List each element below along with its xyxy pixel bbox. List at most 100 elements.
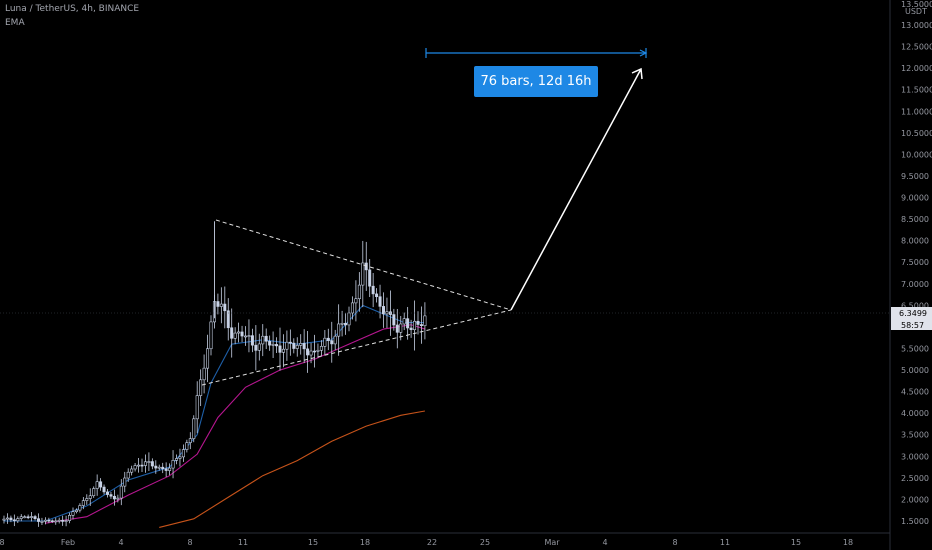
candle-body[interactable] <box>185 442 189 450</box>
candle-body[interactable] <box>57 519 61 522</box>
candle-body[interactable] <box>2 518 6 521</box>
candle-body[interactable] <box>140 464 144 467</box>
candle-body[interactable] <box>137 464 141 467</box>
ema-slow-line[interactable] <box>159 410 425 529</box>
candle-body[interactable] <box>130 468 134 473</box>
candle-body[interactable] <box>36 518 40 522</box>
candle-body[interactable] <box>43 519 47 522</box>
candle-body[interactable] <box>247 335 251 337</box>
candle-body[interactable] <box>275 344 279 347</box>
candle-body[interactable] <box>316 349 320 352</box>
candle-body[interactable] <box>112 495 116 500</box>
candle-body[interactable] <box>175 458 179 461</box>
candle-body[interactable] <box>16 518 20 522</box>
candle-body[interactable] <box>340 322 344 325</box>
candle-body[interactable] <box>306 348 310 356</box>
candle-body[interactable] <box>133 465 137 470</box>
candle-body[interactable] <box>261 335 265 345</box>
candle-body[interactable] <box>126 471 130 479</box>
candle-body[interactable] <box>299 343 303 346</box>
candle-body[interactable] <box>309 350 313 356</box>
candle-body[interactable] <box>150 461 154 467</box>
candle-body[interactable] <box>357 284 361 300</box>
candle-body[interactable] <box>395 324 399 333</box>
candle-body[interactable] <box>226 310 230 329</box>
candle-body[interactable] <box>109 494 113 497</box>
candle-body[interactable] <box>364 262 368 271</box>
candle-body[interactable] <box>47 519 51 522</box>
candle-body[interactable] <box>195 395 199 420</box>
candle-body[interactable] <box>88 495 92 499</box>
candle-body[interactable] <box>385 311 389 315</box>
candle-body[interactable] <box>12 519 16 522</box>
ema-fast-line[interactable] <box>4 304 425 522</box>
candle-body[interactable] <box>350 302 354 314</box>
candle-body[interactable] <box>244 335 248 338</box>
candle-body[interactable] <box>337 323 341 337</box>
candle-body[interactable] <box>257 343 261 351</box>
candle-body[interactable] <box>326 337 330 341</box>
candle-body[interactable] <box>95 481 99 489</box>
candle-body[interactable] <box>119 485 123 499</box>
triangle-lower-line[interactable] <box>201 309 512 386</box>
candle-body[interactable] <box>68 515 72 521</box>
candle-body[interactable] <box>375 293 379 298</box>
candle-body[interactable] <box>361 262 365 286</box>
candle-body[interactable] <box>206 348 210 369</box>
candle-body[interactable] <box>281 348 285 353</box>
candle-body[interactable] <box>240 331 244 337</box>
candle-body[interactable] <box>40 521 44 523</box>
candle-body[interactable] <box>419 324 423 327</box>
candle-body[interactable] <box>123 477 127 487</box>
projection-arrow[interactable] <box>510 68 642 311</box>
candle-body[interactable] <box>381 306 385 315</box>
candle-body[interactable] <box>409 327 413 331</box>
candle-body[interactable] <box>143 461 147 466</box>
candle-body[interactable] <box>64 520 68 522</box>
candle-body[interactable] <box>209 321 213 350</box>
candle-body[interactable] <box>295 345 299 349</box>
candle-body[interactable] <box>85 498 89 501</box>
candle-body[interactable] <box>268 340 272 346</box>
candle-body[interactable] <box>330 340 334 345</box>
candle-body[interactable] <box>354 298 358 304</box>
candle-body[interactable] <box>302 343 306 350</box>
candle-body[interactable] <box>161 466 165 470</box>
candle-body[interactable] <box>347 312 351 326</box>
candle-body[interactable] <box>292 342 296 349</box>
candle-body[interactable] <box>54 520 58 523</box>
candle-body[interactable] <box>157 466 161 469</box>
candle-body[interactable] <box>116 497 120 500</box>
candle-body[interactable] <box>264 335 268 342</box>
candle-body[interactable] <box>154 465 158 469</box>
candle-body[interactable] <box>344 322 348 326</box>
candle-body[interactable] <box>30 516 34 518</box>
candle-body[interactable] <box>147 461 151 463</box>
candle-body[interactable] <box>368 269 372 287</box>
candle-body[interactable] <box>71 511 75 516</box>
candle-body[interactable] <box>254 344 258 351</box>
candle-body[interactable] <box>230 327 234 339</box>
candle-body[interactable] <box>285 341 289 350</box>
candle-body[interactable] <box>219 303 223 307</box>
candle-body[interactable] <box>168 467 172 471</box>
candle-body[interactable] <box>99 481 103 488</box>
measure-label[interactable]: 76 bars, 12d 16h <box>474 66 598 97</box>
candle-body[interactable] <box>178 456 182 459</box>
candle-body[interactable] <box>164 468 168 471</box>
candle-body[interactable] <box>181 449 185 458</box>
candle-body[interactable] <box>26 516 30 519</box>
candle-body[interactable] <box>19 516 23 519</box>
candle-body[interactable] <box>74 509 78 513</box>
candle-body[interactable] <box>402 318 406 325</box>
candle-body[interactable] <box>319 346 323 351</box>
candle-body[interactable] <box>250 335 254 346</box>
candle-body[interactable] <box>371 285 375 295</box>
candle-body[interactable] <box>392 314 396 326</box>
candle-body[interactable] <box>233 332 237 339</box>
candle-body[interactable] <box>406 318 410 329</box>
candle-body[interactable] <box>192 418 196 439</box>
candle-body[interactable] <box>81 500 85 506</box>
candle-body[interactable] <box>223 303 227 312</box>
